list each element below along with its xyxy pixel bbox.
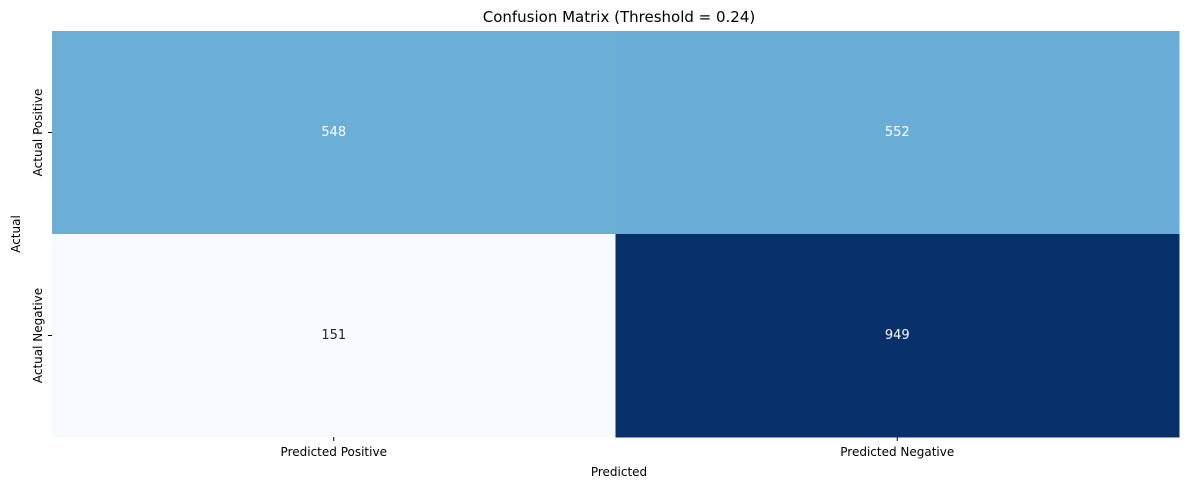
y-axis: Actual Positive Actual Negative (31, 89, 52, 383)
heatmap-cell-r1-c0 (52, 234, 616, 438)
y-axis-label: Actual (9, 215, 23, 253)
heatmap-cell-r0-c0 (52, 31, 616, 235)
x-tick-label-0: Predicted Positive (281, 445, 387, 459)
heatmap-cell-r0-c1 (615, 31, 1180, 235)
cell-value-r1-c0: 151 (321, 328, 346, 343)
y-tick-label-1: Actual Negative (31, 288, 45, 383)
x-tick-label-1: Predicted Negative (840, 445, 954, 459)
cell-value-r0-c1: 552 (885, 125, 910, 140)
chart-title: Confusion Matrix (Threshold = 0.24) (483, 8, 756, 26)
cell-annotations: 548 552 151 949 (321, 125, 909, 343)
heatmap-cells (52, 31, 1180, 438)
cell-value-r0-c0: 548 (321, 125, 346, 140)
cell-value-r1-c1: 949 (885, 328, 910, 343)
heatmap-cell-r1-c1 (615, 234, 1180, 438)
x-axis-label: Predicted (591, 465, 647, 479)
x-axis: Predicted Positive Predicted Negative (281, 437, 954, 459)
y-tick-label-0: Actual Positive (31, 89, 45, 177)
